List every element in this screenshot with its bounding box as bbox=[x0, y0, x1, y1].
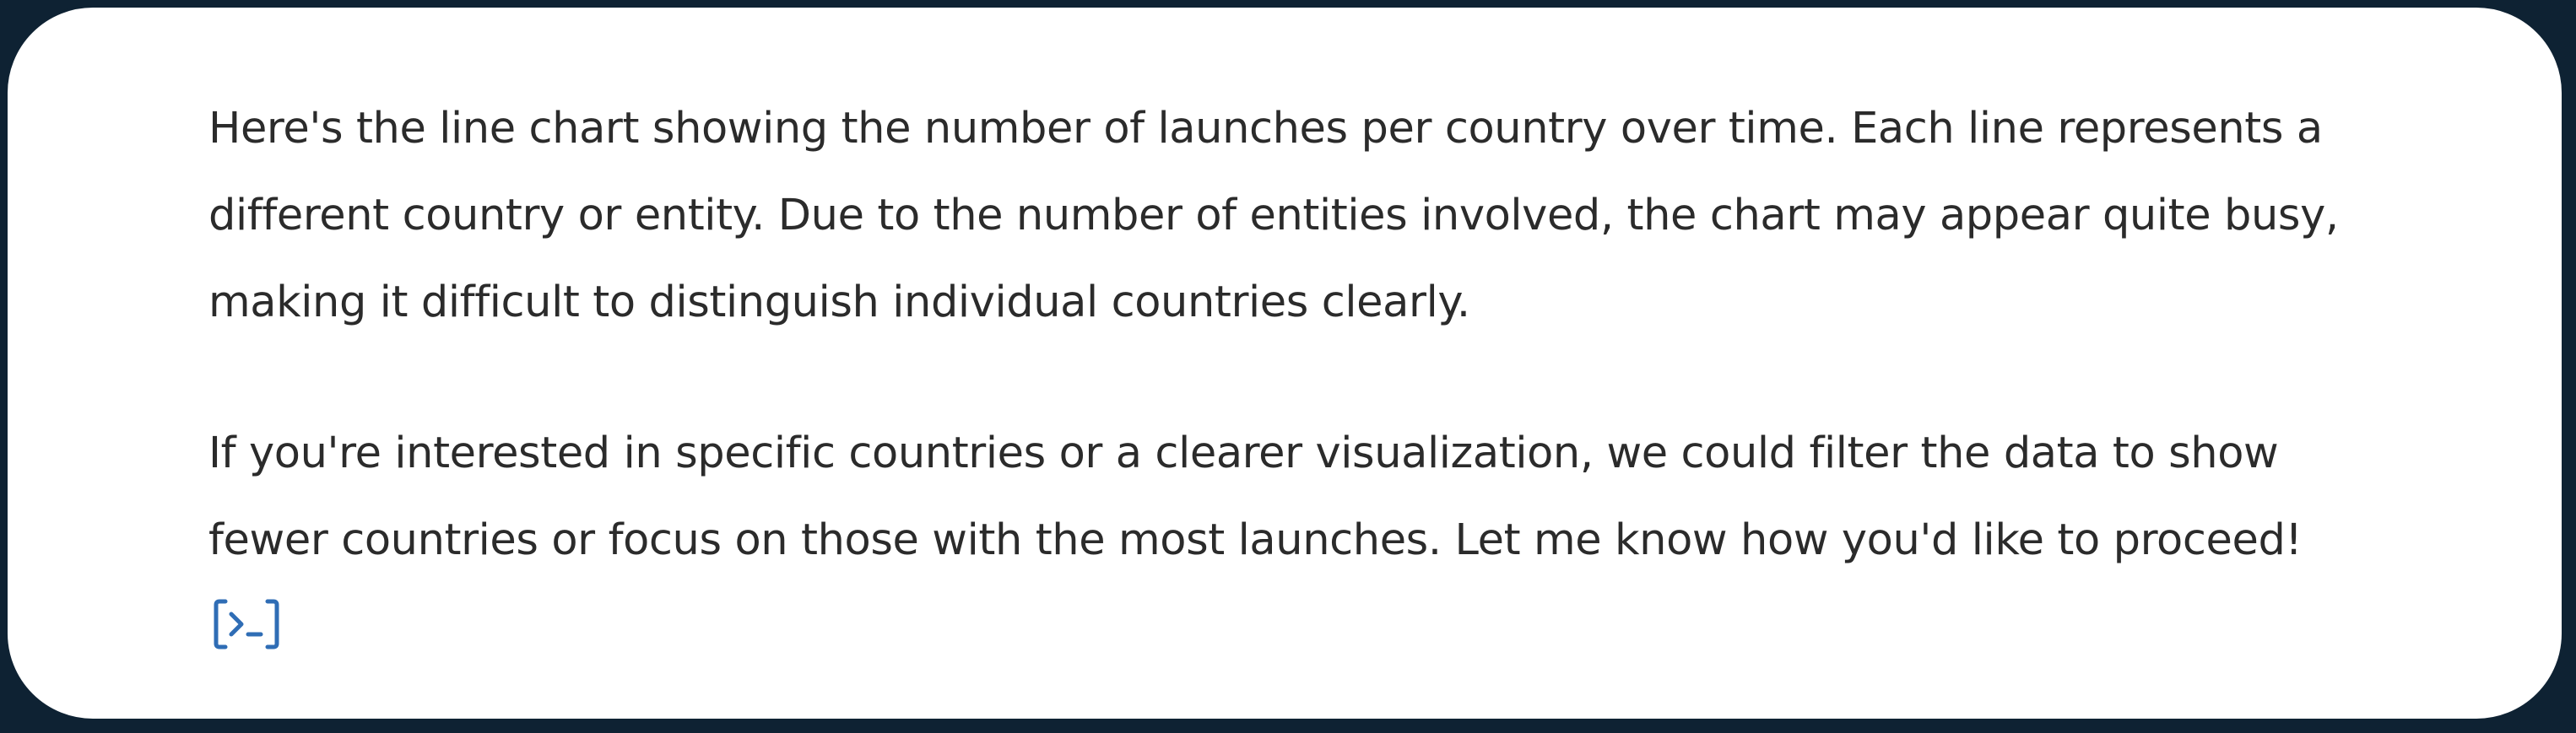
view-code-button[interactable] bbox=[214, 598, 279, 650]
code-terminal-icon bbox=[214, 599, 279, 649]
chat-message-card: Here's the line chart showing the number… bbox=[5, 5, 2564, 721]
message-paragraph-2: If you're interested in specific countri… bbox=[208, 428, 2303, 565]
message-paragraph-1: Here's the line chart showing the number… bbox=[208, 104, 2339, 327]
assistant-message: Here's the line chart showing the number… bbox=[208, 85, 2487, 584]
